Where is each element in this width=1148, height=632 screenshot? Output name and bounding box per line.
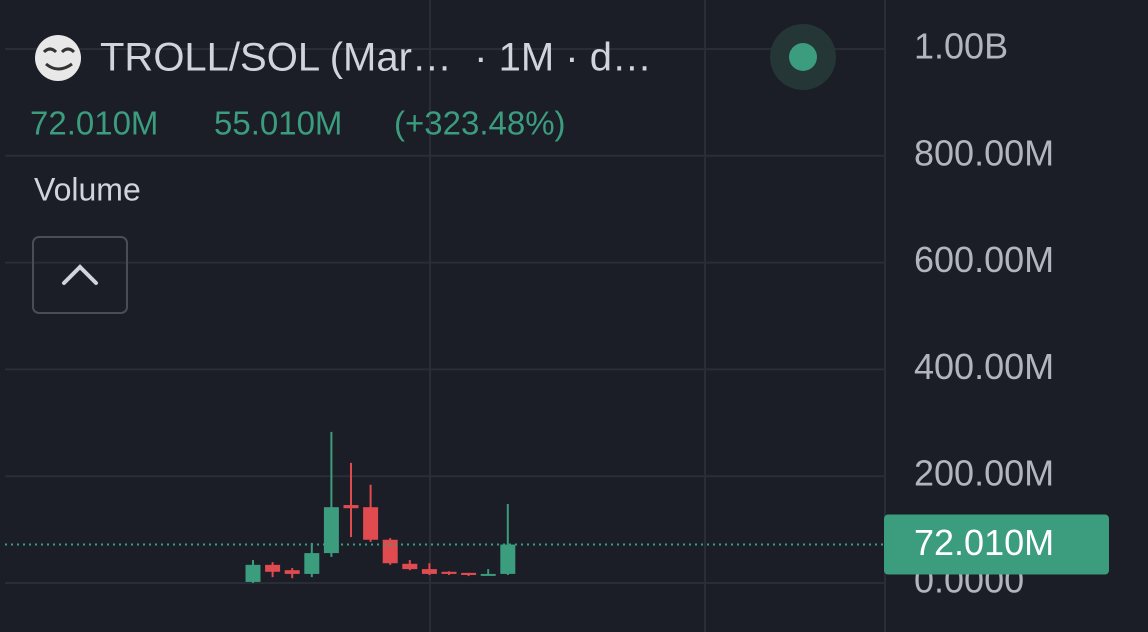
y-tick-label: 200.00M xyxy=(914,453,1054,494)
y-tick-label: 800.00M xyxy=(914,132,1054,173)
y-tick-label: 600.00M xyxy=(914,239,1054,280)
grid xyxy=(5,48,885,584)
legend-value: 72.010M xyxy=(30,105,158,142)
price-tag-label: 72.010M xyxy=(914,522,1054,563)
chevron-icon xyxy=(62,264,98,285)
candle-body xyxy=(323,507,339,554)
legend-percent: (+323.48%) xyxy=(394,105,566,142)
candle-body xyxy=(500,544,516,574)
symbol-title: TROLL/SOL (Mar… · 1M · d… xyxy=(100,36,652,80)
candle-body xyxy=(265,564,281,572)
icon-face xyxy=(42,47,76,71)
collapse-button[interactable] xyxy=(32,236,128,314)
candle-body xyxy=(382,539,398,564)
candle-body xyxy=(480,573,496,576)
candle-body xyxy=(363,507,379,540)
symbol-icon xyxy=(35,35,81,81)
candle-body xyxy=(304,553,320,574)
candle-body xyxy=(441,571,457,574)
price-tag xyxy=(884,514,1109,575)
candle-body xyxy=(343,505,359,509)
candle-body xyxy=(421,569,437,574)
header: TROLL/SOL (Mar… · 1M · d… 72.010M 55.010… xyxy=(30,24,836,314)
candle-body xyxy=(284,570,300,574)
candle-body xyxy=(461,572,477,575)
legend-change: 55.010M xyxy=(214,105,342,142)
candle-body xyxy=(245,564,261,582)
candles xyxy=(245,431,516,583)
y-tick-label: 1.00B xyxy=(914,26,1008,67)
y-tick-label: 400.00M xyxy=(914,346,1054,387)
candle-body xyxy=(402,563,418,570)
status-dot xyxy=(789,43,817,71)
indicator-label: Volume xyxy=(34,171,141,207)
